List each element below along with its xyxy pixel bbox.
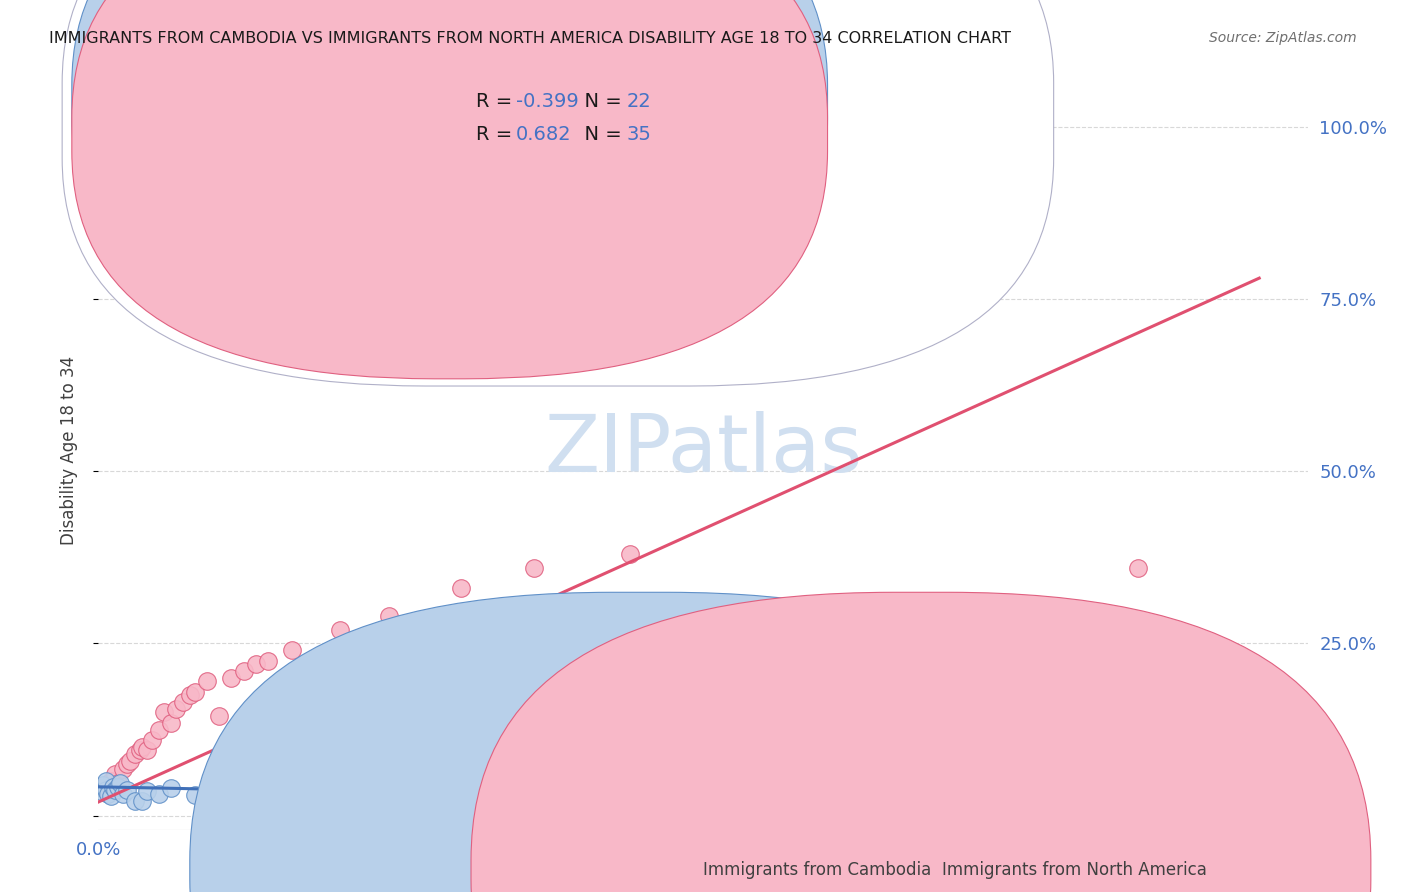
Point [179,688,201,702]
Point [141,733,163,747]
Point [232,664,254,678]
Point [165,702,187,716]
Text: N =: N = [572,92,628,112]
Point [131,739,153,754]
Point [91,785,114,799]
Point [245,657,267,672]
Text: 35: 35 [627,125,652,144]
Point [111,762,134,776]
Point [208,708,231,723]
Point [523,560,546,574]
Point [934,120,956,134]
Point [94,782,117,797]
Point [107,780,129,794]
Point [256,654,278,668]
Text: 22: 22 [627,92,651,112]
Point [124,747,146,761]
Point [104,782,127,797]
Point [108,775,131,789]
Point [104,767,127,781]
Point [118,754,141,768]
Point [160,781,183,796]
Point [100,774,122,789]
Point [148,787,170,801]
Point [765,803,787,817]
Point [97,787,120,801]
Text: ZIPatlas: ZIPatlas [544,411,862,490]
Point [124,794,146,808]
Point [131,794,153,808]
Point [184,684,207,698]
Text: IMMIGRANTS FROM CAMBODIA VS IMMIGRANTS FROM NORTH AMERICA DISABILITY AGE 18 TO 3: IMMIGRANTS FROM CAMBODIA VS IMMIGRANTS F… [49,31,1011,46]
Text: N =: N = [572,125,628,144]
Point [101,780,124,794]
Text: R =: R = [475,125,524,144]
FancyBboxPatch shape [62,0,1053,386]
Point [450,582,472,596]
Point [135,743,157,757]
Point [221,789,243,804]
Point [195,674,218,689]
Point [91,778,114,792]
Point [1007,120,1029,134]
Point [97,782,120,797]
Point [377,608,399,623]
Point [100,789,122,804]
Point [135,784,157,798]
Text: Immigrants from North America: Immigrants from North America [942,861,1206,879]
Point [117,757,139,772]
Text: R =: R = [475,92,519,112]
Point [160,715,183,730]
FancyBboxPatch shape [72,0,828,379]
Text: 0.682: 0.682 [516,125,571,144]
Point [1128,560,1150,574]
Point [329,623,352,637]
Point [90,781,112,796]
Y-axis label: Disability Age 18 to 34: Disability Age 18 to 34 [59,356,77,545]
Point [94,774,117,789]
Point [117,782,139,797]
Point [221,671,243,685]
Point [91,781,114,796]
Point [128,743,150,757]
Point [148,723,170,737]
Point [245,794,267,808]
Point [111,787,134,801]
Point [281,643,304,657]
Text: Immigrants from Cambodia: Immigrants from Cambodia [703,861,931,879]
Point [107,775,129,789]
Point [184,788,207,802]
Point [172,695,194,709]
Text: Source: ZipAtlas.com: Source: ZipAtlas.com [1209,31,1357,45]
Point [619,547,641,561]
Text: -0.399: -0.399 [516,92,578,112]
FancyBboxPatch shape [72,0,828,346]
Point [152,706,174,720]
